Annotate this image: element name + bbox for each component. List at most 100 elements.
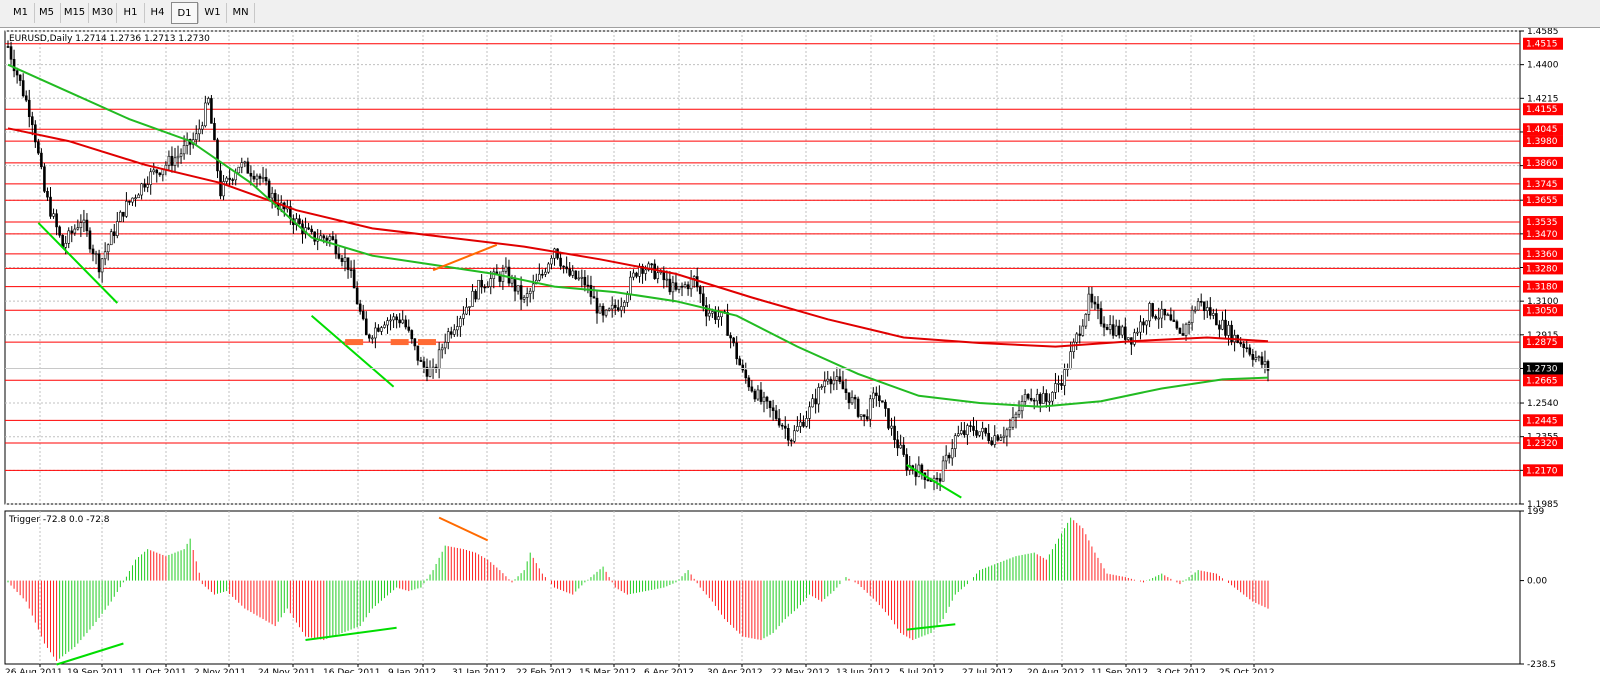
candle-body — [152, 169, 156, 173]
candle-body — [969, 425, 972, 427]
candle-body — [598, 305, 602, 314]
candle-body — [677, 285, 681, 290]
candle-body — [832, 380, 836, 385]
level-label: 1.3180 — [1526, 283, 1558, 293]
candle-body — [972, 425, 975, 431]
candle-body — [1075, 333, 1079, 343]
candle-body — [1151, 303, 1154, 317]
level-badge — [1523, 216, 1563, 229]
candle-body — [210, 98, 213, 124]
candle-body — [12, 58, 16, 72]
timeframe-button-h1[interactable]: H1 — [123, 7, 138, 18]
candle-body — [698, 286, 702, 295]
candle-body — [240, 162, 244, 168]
candle-body — [705, 305, 708, 317]
candle-body — [771, 407, 775, 412]
candle-body — [595, 297, 599, 314]
level-label: 1.3980 — [1526, 137, 1558, 147]
candle-body — [182, 145, 186, 155]
candle-body — [1166, 314, 1170, 317]
time-tick-label: 22 Feb 2012 — [516, 668, 572, 673]
level-badge — [1523, 280, 1563, 293]
candle-body — [756, 389, 760, 400]
candle-body — [862, 414, 866, 417]
price-tick-label: 1.2915 — [1527, 331, 1559, 341]
candle-body — [173, 157, 177, 166]
candle-body — [328, 236, 332, 241]
candle-body — [258, 175, 262, 179]
candle-body — [170, 155, 174, 166]
candle-body — [668, 278, 672, 293]
candle-body — [528, 290, 532, 294]
candle-body — [583, 276, 587, 286]
candle-body — [586, 284, 590, 287]
candle-body — [1105, 327, 1109, 330]
candle-body — [741, 364, 745, 371]
candle-body — [377, 327, 380, 332]
timeframe-button-m15[interactable]: M15 — [63, 7, 86, 18]
candle-body — [975, 430, 978, 436]
candle-body — [826, 378, 830, 382]
level-label: 1.2445 — [1526, 416, 1558, 426]
candle-body — [990, 440, 994, 445]
candle-body — [1175, 321, 1179, 329]
candle-body — [878, 395, 881, 402]
candle-body — [383, 324, 386, 328]
timeframe-button-mn[interactable]: MN — [232, 7, 249, 18]
candle-body — [465, 306, 468, 315]
candle-body — [613, 304, 617, 308]
timeframe-button-d1[interactable]: D1 — [171, 2, 198, 24]
candle-body — [1251, 353, 1255, 360]
candle-body — [261, 176, 265, 179]
candle-body — [1120, 326, 1124, 336]
candle-body — [525, 293, 529, 298]
candle-body — [255, 175, 259, 180]
candle-body — [149, 171, 152, 185]
candle-body — [790, 439, 793, 442]
candle-body — [298, 218, 301, 225]
candle-body — [838, 376, 842, 382]
candle-body — [893, 425, 896, 441]
trend-line — [906, 464, 962, 499]
candle-body — [222, 181, 225, 197]
toolbar-separator — [144, 3, 145, 23]
indicator-trend-line — [906, 623, 956, 631]
indicator-tick-label: 199 — [1527, 507, 1544, 517]
candle-body — [1205, 307, 1209, 311]
timeframe-button-m30[interactable]: M30 — [91, 7, 114, 18]
timeframe-button-m1[interactable]: M1 — [13, 7, 28, 18]
candle-body — [865, 416, 869, 420]
candle-body — [607, 308, 611, 311]
candle-body — [1169, 314, 1173, 321]
support-marker — [417, 339, 436, 346]
level-badge — [1523, 247, 1563, 260]
candle-body — [1157, 317, 1160, 320]
candle-body — [1114, 325, 1118, 336]
candle-body — [1102, 323, 1106, 328]
candle-body — [128, 200, 131, 203]
candle-body — [938, 478, 942, 482]
candle-body — [538, 273, 541, 281]
candle-body — [844, 388, 848, 394]
price-chart[interactable]: 1.45851.44001.42151.40301.38451.36551.34… — [0, 28, 1600, 673]
timeframe-button-m5[interactable]: M5 — [39, 7, 54, 18]
candle-body — [468, 306, 471, 308]
candle-body — [137, 194, 140, 199]
current-price-badge — [1523, 362, 1563, 375]
candle-body — [55, 213, 58, 228]
candle-body — [1023, 394, 1027, 402]
candle-body — [847, 392, 851, 404]
candle-body — [1017, 410, 1021, 415]
candle-body — [37, 141, 40, 154]
candle-body — [647, 263, 650, 271]
candle-body — [343, 257, 347, 262]
timeframe-button-h4[interactable]: H4 — [150, 7, 165, 18]
candle-body — [507, 266, 511, 284]
level-label: 1.3745 — [1526, 180, 1558, 190]
candle-body — [216, 139, 219, 172]
timeframe-button-w1[interactable]: W1 — [204, 7, 221, 18]
main-window: 1.45851.44001.42151.40301.38451.36551.34… — [4, 28, 1563, 510]
candle-body — [881, 400, 884, 403]
candle-body — [267, 180, 271, 199]
candle-body — [1181, 333, 1185, 336]
